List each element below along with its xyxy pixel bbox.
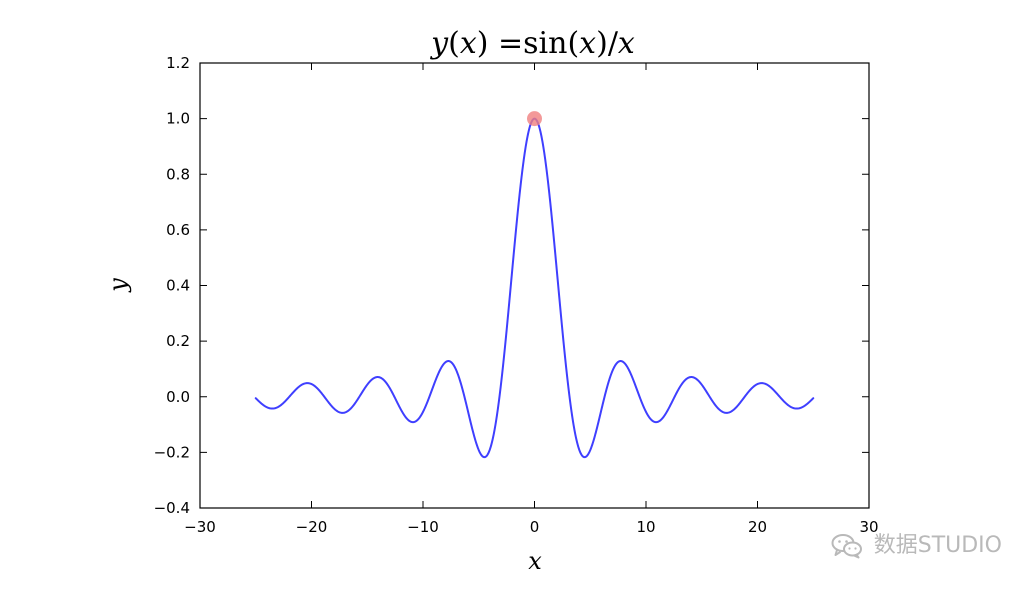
x-tick-label: 10 — [636, 518, 655, 536]
y-axis-label: y — [104, 278, 132, 293]
y-tick-label: −0.2 — [154, 443, 190, 461]
y-tick-label: 1.0 — [166, 110, 190, 128]
x-axis-label: x — [528, 547, 542, 575]
y-tick-label: 0.2 — [166, 332, 190, 350]
y-tick-label: −0.4 — [154, 499, 190, 517]
y-tick-label: 0.4 — [166, 277, 190, 295]
x-tick-label: −20 — [296, 518, 328, 536]
x-tick-label: −10 — [407, 518, 439, 536]
y-tick-label: 0.0 — [166, 388, 190, 406]
watermark: 数据STUDIO — [830, 530, 1002, 562]
x-tick-label: 30 — [859, 518, 878, 536]
watermark-text: 数据STUDIO — [873, 533, 1002, 558]
highlight-point — [527, 111, 542, 127]
y-tick-label: 0.6 — [166, 221, 190, 239]
x-tick-label: −30 — [184, 518, 216, 536]
plot-frame — [199, 62, 870, 509]
x-tick-label: 20 — [748, 518, 767, 536]
y-tick-label: 1.2 — [166, 54, 190, 72]
tick-layer: −30 −20 −10 0 10 20 30 −0.4 −0.2 0.0 0.2 0.4 0.6 0.8 1… — [154, 54, 879, 536]
x-tick-label: 0 — [530, 518, 540, 536]
wechat-icon — [831, 534, 862, 559]
chart-title: y(x) =sin(x)/x — [429, 26, 635, 61]
y-tick-label: 0.8 — [166, 165, 190, 183]
plot-layer — [199, 62, 870, 509]
